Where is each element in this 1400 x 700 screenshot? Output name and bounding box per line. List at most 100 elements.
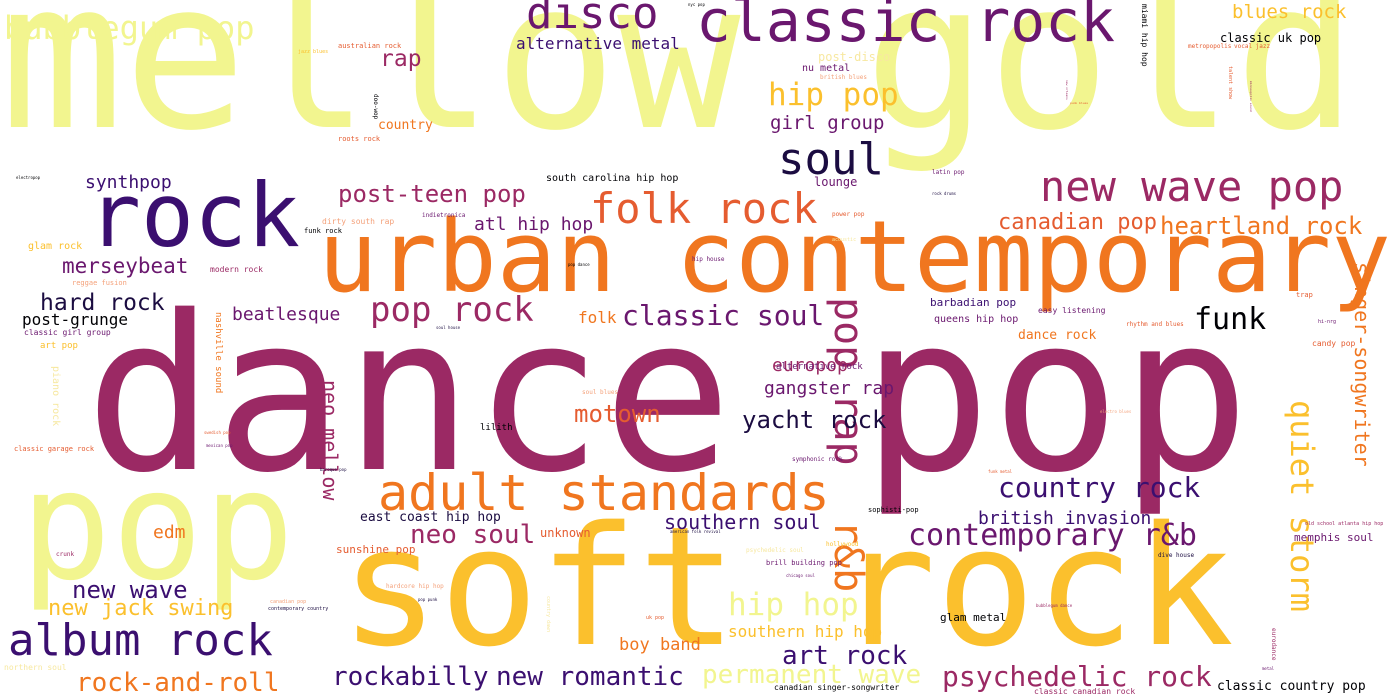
cloud-word: adult standards: [378, 464, 830, 522]
cloud-word: indietronica: [422, 212, 466, 219]
cloud-word: folk rock: [590, 184, 818, 233]
cloud-word: gangster rap: [764, 378, 895, 399]
cloud-word: punk blues: [1070, 101, 1089, 105]
cloud-word: soul: [778, 134, 884, 185]
cloud-word: mexican pop: [206, 443, 233, 448]
cloud-word: rock drums: [932, 191, 957, 196]
cloud-word: sunshine pop: [336, 543, 416, 556]
cloud-word: funk metal: [988, 469, 1013, 474]
cloud-word: metal: [1262, 666, 1275, 671]
cloud-word: nu metal: [802, 63, 851, 74]
cloud-word: pop punk: [418, 597, 438, 602]
cloud-word: brill building pop: [766, 559, 842, 567]
cloud-word: british invasion: [978, 508, 1152, 529]
cloud-word: psychedelic soul: [746, 547, 804, 554]
cloud-word: electro blues: [1100, 409, 1132, 414]
cloud-word: beatlesque: [232, 304, 341, 325]
cloud-word: alternative rock: [776, 362, 863, 372]
cloud-word: yacht rock: [742, 406, 887, 434]
cloud-word: lilith: [480, 423, 513, 433]
cloud-word: singer-songwriter: [1350, 262, 1374, 467]
cloud-word: heartland rock: [1160, 212, 1363, 240]
cloud-word: country: [378, 118, 433, 133]
cloud-word: roots rock: [338, 135, 381, 143]
cloud-word: canadian pop: [270, 599, 307, 605]
cloud-word: bubblegum dance: [1036, 603, 1073, 608]
cloud-word: canadian singer-songwriter: [774, 683, 900, 692]
cloud-word: swedish pop: [204, 430, 231, 435]
cloud-word: queens hip hop: [934, 314, 1019, 325]
cloud-word: art rock: [782, 641, 908, 671]
cloud-word: metropopolis: [1188, 43, 1232, 50]
cloud-word: album rock: [8, 615, 273, 666]
cloud-word: boy band: [619, 635, 701, 655]
cloud-word: dance rock: [1018, 328, 1097, 343]
cloud-word: rock: [88, 164, 300, 267]
cloud-word: pop rock: [370, 290, 534, 330]
cloud-word: old school atlanta hip hop: [1305, 521, 1384, 527]
cloud-word: piano rock: [50, 366, 61, 427]
cloud-word: classic garage rock: [14, 445, 95, 453]
cloud-word: r&b: [825, 520, 871, 593]
cloud-word: classic soul: [622, 299, 825, 332]
cloud-word: art pop: [40, 341, 78, 351]
cloud-word: sophisti-pop: [868, 506, 919, 514]
cloud-word: hollywood: [826, 541, 859, 548]
cloud-word: classic rock: [696, 0, 1116, 55]
cloud-word: uk pop: [646, 615, 665, 621]
cloud-word: trap: [1296, 291, 1313, 299]
cloud-word: merseybeat: [62, 254, 189, 278]
cloud-word: minneapolis sound: [1249, 81, 1253, 112]
cloud-word: pop: [20, 437, 295, 614]
cloud-word: doo-wop: [372, 94, 379, 120]
cloud-word: new jack swing: [48, 596, 234, 621]
cloud-word: rockabilly: [332, 662, 489, 692]
cloud-word: classic country pop: [1217, 679, 1366, 694]
cloud-word: folk: [578, 308, 617, 327]
cloud-word: classic uk pop: [1220, 31, 1322, 45]
cloud-word: american folk revival: [670, 529, 721, 534]
cloud-word: symphonic rock: [792, 456, 843, 463]
cloud-word: hip house: [692, 256, 725, 263]
cloud-word: psychedelic rock: [942, 660, 1212, 693]
cloud-word: dirty south rap: [322, 217, 395, 226]
cloud-word: permanent wave: [702, 660, 922, 690]
cloud-word: unknown: [540, 526, 591, 540]
cloud-word: europop: [772, 355, 848, 376]
cloud-word: hip pop: [768, 77, 899, 113]
cloud-word: neo soul: [410, 520, 536, 550]
cloud-word: girl group: [770, 112, 885, 134]
cloud-word: motown: [574, 400, 661, 428]
cloud-word: bubblegum pop: [4, 9, 255, 47]
cloud-word: hi-nrg: [1318, 319, 1337, 325]
cloud-word: nyc pop: [688, 2, 705, 7]
cloud-word: rap: [380, 46, 422, 72]
cloud-word: urban contemporary: [318, 200, 1391, 315]
cloud-word: mellow gold: [0, 0, 1358, 176]
cloud-word: dive house: [1158, 552, 1195, 559]
cloud-word: british blues: [820, 74, 867, 81]
cloud-word: chicago soul: [786, 573, 815, 578]
cloud-word: country dawn: [545, 596, 551, 633]
cloud-word: dance pop: [85, 269, 1250, 520]
cloud-word: post-teen pop: [338, 180, 526, 208]
cloud-word: new romantic: [496, 662, 684, 692]
cloud-word: south carolina hip hop: [546, 173, 679, 184]
cloud-word: northern soul: [4, 663, 67, 672]
cloud-word: glam metal: [940, 611, 1007, 624]
cloud-word: electropop: [16, 175, 41, 180]
cloud-word: hip hop: [728, 587, 859, 623]
cloud-word: power pop: [832, 211, 865, 218]
cloud-word: rhythm and blues: [1126, 321, 1184, 328]
cloud-word: east coast hip hop: [360, 510, 501, 525]
cloud-word: classic canadian rock: [1034, 687, 1136, 696]
cloud-word: talent show: [1227, 66, 1233, 100]
cloud-word: acoustic: [832, 237, 857, 243]
cloud-word: modern rock: [210, 265, 263, 274]
cloud-word: soul house: [436, 325, 461, 330]
cloud-word: latin pop: [932, 169, 965, 176]
cloud-word: canadian pop: [998, 210, 1157, 235]
cloud-word: atl hip hop: [474, 214, 594, 235]
cloud-word: jazz blues: [298, 49, 329, 55]
